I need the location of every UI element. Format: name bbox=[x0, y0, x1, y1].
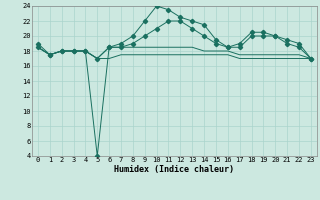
X-axis label: Humidex (Indice chaleur): Humidex (Indice chaleur) bbox=[115, 165, 234, 174]
